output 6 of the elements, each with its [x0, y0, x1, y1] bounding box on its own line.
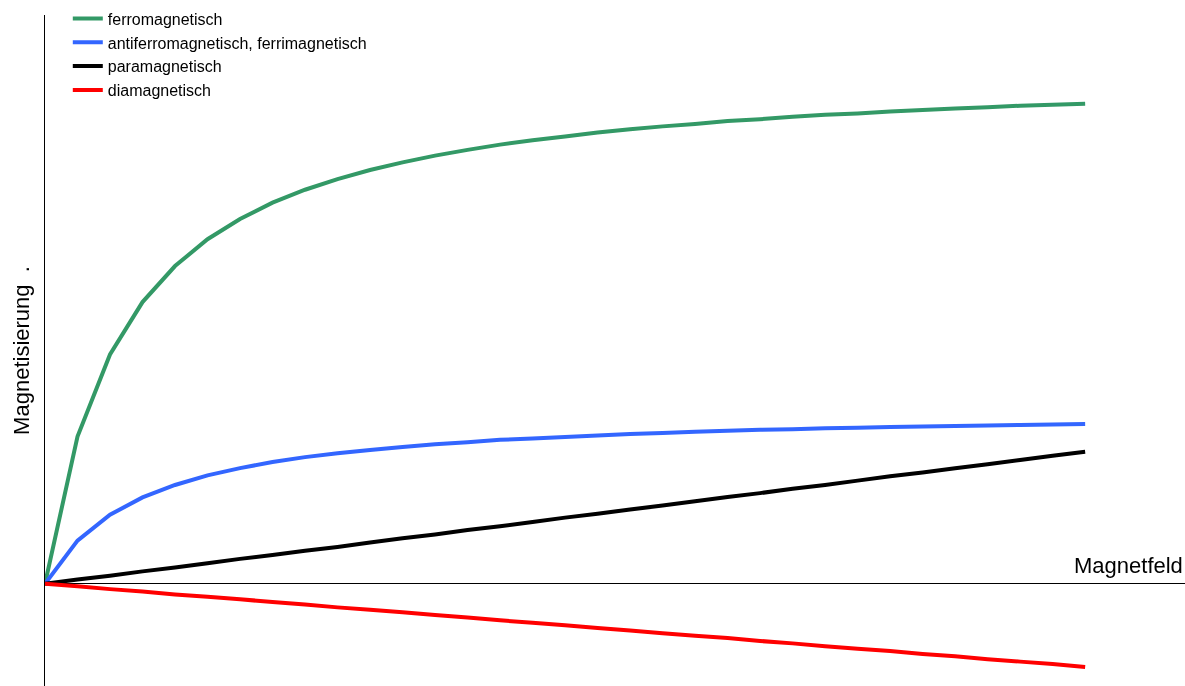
- legend-label: paramagnetisch: [107, 58, 222, 76]
- legend-label: ferromagnetisch: [107, 10, 223, 28]
- x-axis-title: Magnetfeld: [1074, 553, 1183, 578]
- y-axis-title: Magnetisierung .: [8, 266, 34, 435]
- legend-label: antiferromagnetisch, ferrimagnetisch: [107, 34, 367, 52]
- legend-label: diamagnetisch: [107, 82, 211, 100]
